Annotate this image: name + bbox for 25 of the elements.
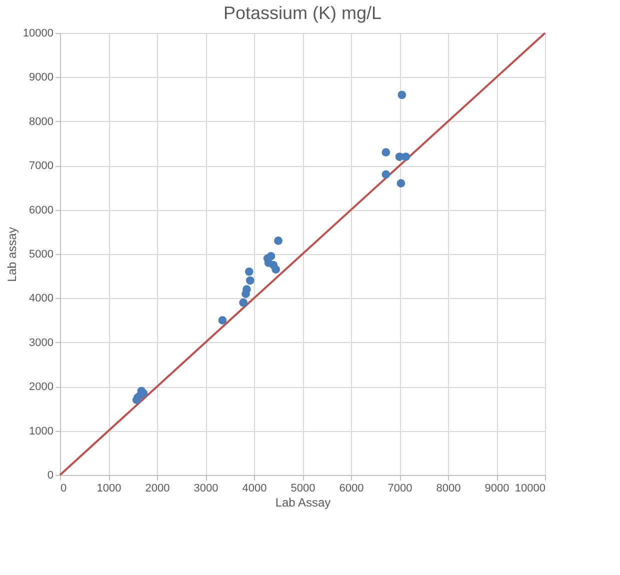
y-tick-label: 2000 (29, 381, 54, 394)
y-tick-label: 10000 (22, 28, 54, 40)
x-tick-label: 10000 (514, 482, 546, 494)
x-tick-label: 0 (60, 482, 67, 494)
y-tick-label: 4000 (29, 292, 54, 305)
x-tick-label: 2000 (145, 482, 170, 494)
x-tick-label: 5000 (290, 482, 316, 494)
x-tick-label: 6000 (339, 482, 364, 494)
x-tick-label: 8000 (436, 482, 461, 494)
y-tick-label: 0 (47, 470, 54, 482)
y-tick-label: 8000 (29, 116, 54, 128)
y-tick-label: 3000 (29, 336, 54, 349)
y-tick-label: 6000 (29, 204, 54, 216)
x-tick-label: 9000 (484, 482, 510, 494)
x-tick-label: 7000 (388, 482, 412, 494)
y-tick-label: 1000 (29, 425, 54, 438)
chart-title: Potassium (K) mg/L (223, 3, 382, 23)
x-tick-label: 4000 (242, 482, 267, 494)
x-tick-label: 1000 (96, 482, 122, 494)
y-tick-label: 5000 (29, 248, 54, 260)
y-tick-label: 7000 (29, 160, 54, 172)
x-tick-label: 3000 (194, 482, 218, 494)
y-tick-label: 9000 (29, 72, 54, 84)
x-axis-title: Lab Assay (275, 496, 331, 510)
y-axis-title: Lab assay (4, 227, 19, 282)
